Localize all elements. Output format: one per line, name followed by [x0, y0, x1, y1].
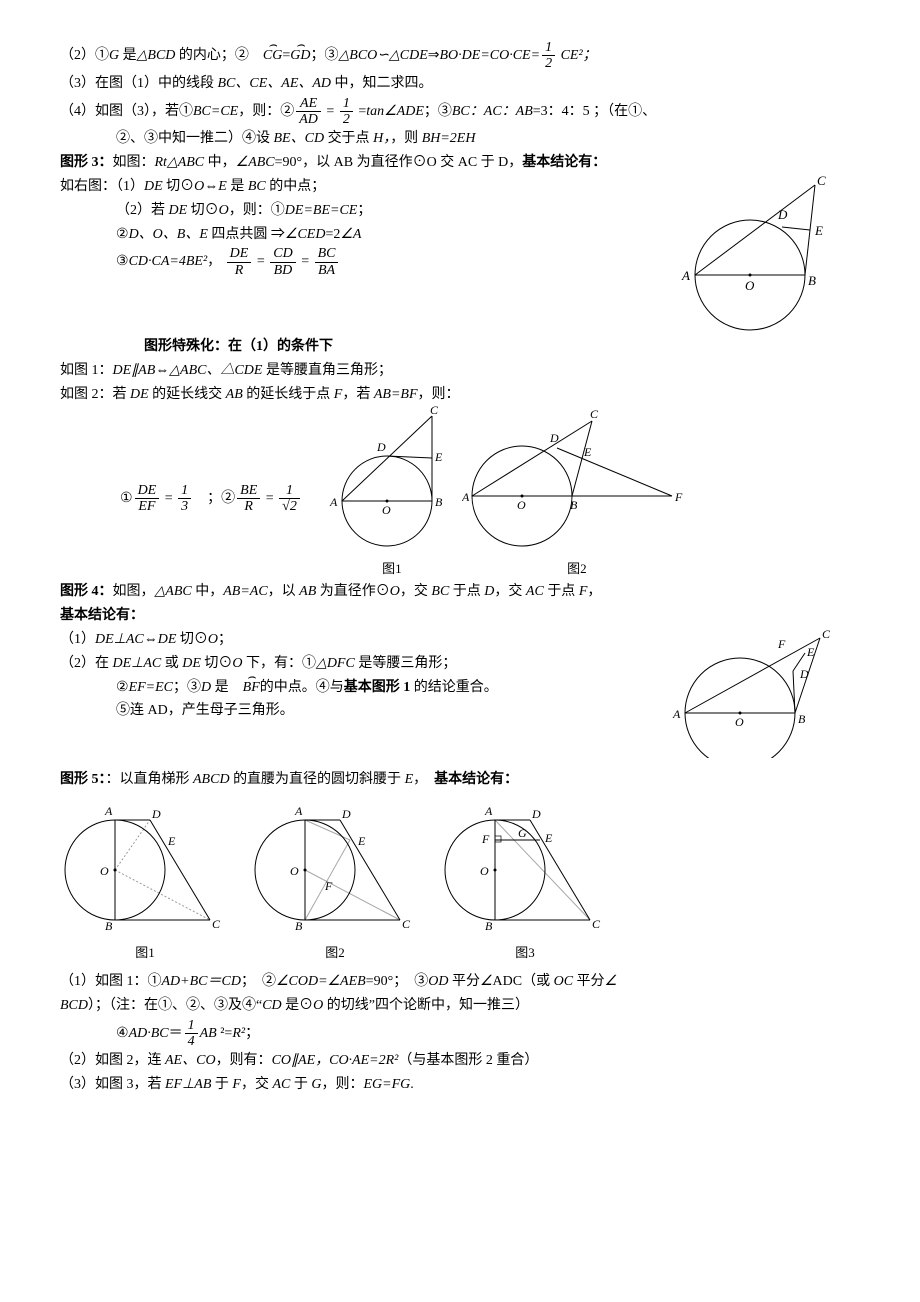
svg-text:E: E	[806, 645, 815, 659]
svg-text:B: B	[295, 919, 303, 933]
svg-text:C: C	[402, 917, 411, 931]
svg-text:F: F	[481, 832, 490, 846]
svg-text:F: F	[674, 490, 683, 504]
svg-text:D: D	[799, 667, 809, 681]
svg-text:E: E	[583, 445, 592, 459]
svg-text:A: A	[681, 268, 690, 283]
svg-text:B: B	[808, 273, 816, 288]
fig5-title: 图形 5：：以直角梯形 ABCD 的直腰为直径的圆切斜腰于 E， 基本结论有：	[60, 768, 860, 792]
sec2-line3: （4）如图（3），若①BC=CE，则：②AEAD = 12 =tan∠ADE；③…	[60, 96, 860, 128]
sec2-line4: ②、③中知一推二）④设 BE、CD 交于点 H，，则 BH=2EH	[60, 127, 860, 151]
svg-text:E: E	[814, 223, 823, 238]
svg-text:O: O	[290, 864, 299, 878]
svg-text:B: B	[435, 495, 443, 509]
svg-text:O: O	[745, 278, 755, 293]
spec-l1: 如图 1：DE∥AB⇔△ABC、△CDE 是等腰直角三角形；	[60, 359, 860, 383]
svg-text:D: D	[777, 207, 788, 222]
svg-text:A: A	[672, 707, 681, 721]
svg-text:C: C	[430, 406, 439, 417]
svg-text:C: C	[590, 407, 599, 421]
spec-title: 图形特殊化：在（1）的条件下	[60, 335, 860, 359]
svg-text:E: E	[544, 831, 553, 845]
svg-text:B: B	[105, 919, 113, 933]
fig5-l2: BCD）；（注：在①、②、③及④“CD 是⊙O 的切线”四个论断中，知一推三）	[60, 994, 860, 1018]
fig4-text: （1）DE⊥AC⇔DE 切⊙O； （2）在 DE⊥AC 或 DE 切⊙O 下，有…	[60, 628, 650, 723]
fig4-diagram: A B C D E F O	[650, 628, 860, 758]
svg-text:D: D	[341, 807, 351, 821]
svg-text:A: A	[329, 495, 338, 509]
svg-text:D: D	[376, 440, 386, 454]
svg-text:G: G	[518, 826, 527, 840]
fig5-l4: （2）如图 2，连 AE、CO，则有：CO∥AE，CO·AE=2R²（与基本图形…	[60, 1049, 860, 1073]
svg-text:D: D	[151, 807, 161, 821]
spec-fig1: A B C D E O 图1	[322, 406, 462, 580]
fig5-l3: ④AD·BC＝14AB ²=R²；	[60, 1018, 860, 1050]
svg-text:O: O	[480, 864, 489, 878]
svg-text:C: C	[592, 917, 601, 931]
svg-text:E: E	[434, 450, 443, 464]
fig3-title: 图形 3：如图：Rt△ABC 中，∠ABC=90°，以 AB 为直径作⊙O 交 …	[60, 151, 860, 175]
sec2-line2: （3）在图（1）中的线段 BC、CE、AE、AD 中，知二求四。	[60, 72, 860, 96]
fig5-l5: （3）如图 3，若 EF⊥AB 于 F，交 AC 于 G，则：EG=FG.	[60, 1073, 860, 1097]
svg-text:A: A	[462, 490, 470, 504]
fig3-diagram: A B C D E O	[660, 175, 860, 335]
fig3-text: 如右图：（1）DE 切⊙O⇔E 是 BC 的中点； （2）若 DE 切⊙O，则：…	[60, 175, 660, 278]
svg-text:C: C	[817, 175, 826, 188]
fig4-sub: 基本结论有：	[60, 604, 860, 628]
spec-formulas: ①DEEF = 13 ；②BER = 1√2	[60, 473, 322, 515]
fig5-figs: A B C D E O 图1 A B C D E F O 图2	[60, 800, 860, 964]
svg-text:B: B	[798, 712, 806, 726]
svg-text:B: B	[570, 498, 578, 512]
svg-text:C: C	[212, 917, 221, 931]
svg-text:A: A	[104, 804, 113, 818]
svg-text:O: O	[517, 498, 526, 512]
spec-l2: 如图 2：若 DE 的延长线交 AB 的延长线于点 F，若 AB=BF，则：	[60, 383, 860, 407]
svg-text:C: C	[822, 628, 831, 641]
svg-text:E: E	[357, 834, 366, 848]
svg-text:O: O	[100, 864, 109, 878]
svg-text:A: A	[484, 804, 493, 818]
fig4-title: 图形 4：如图，△ABC 中，AB=AC，以 AB 为直径作⊙O，交 BC 于点…	[60, 580, 860, 604]
svg-text:O: O	[735, 715, 744, 729]
svg-text:B: B	[485, 919, 493, 933]
svg-text:F: F	[324, 879, 333, 893]
fig5-l1: （1）如图 1：①AD+BC＝CD； ②∠COD=∠AEB=90°； ③OD 平…	[60, 970, 860, 994]
svg-text:F: F	[777, 637, 786, 651]
svg-text:D: D	[531, 807, 541, 821]
svg-text:A: A	[294, 804, 303, 818]
sec2-line1: （2）①G 是△BCD 的内心；② CG=GD；③△BCO∽△CDE⇒BO·DE…	[60, 40, 860, 72]
svg-text:D: D	[549, 431, 559, 445]
svg-text:E: E	[167, 834, 176, 848]
svg-text:O: O	[382, 503, 391, 517]
spec-fig2: A B C D E F O 图2	[462, 406, 692, 580]
